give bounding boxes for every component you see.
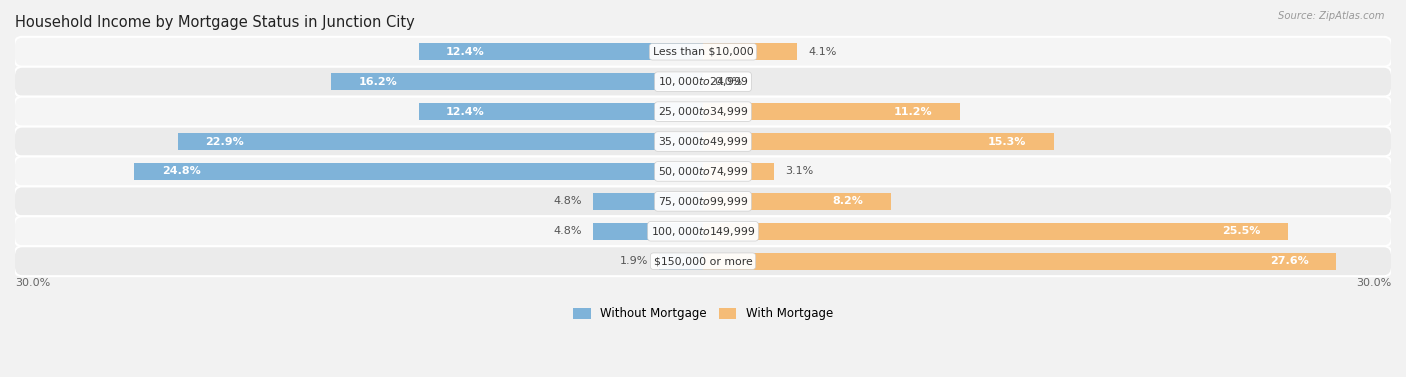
Text: 11.2%: 11.2% <box>894 107 932 116</box>
Text: Household Income by Mortgage Status in Junction City: Household Income by Mortgage Status in J… <box>15 15 415 30</box>
Bar <box>177 133 703 150</box>
FancyBboxPatch shape <box>14 186 1392 216</box>
Bar <box>703 222 1288 240</box>
Text: $25,000 to $34,999: $25,000 to $34,999 <box>658 105 748 118</box>
Text: $35,000 to $49,999: $35,000 to $49,999 <box>658 135 748 148</box>
Text: 15.3%: 15.3% <box>988 136 1026 147</box>
Text: $50,000 to $74,999: $50,000 to $74,999 <box>658 165 748 178</box>
Bar <box>659 253 703 270</box>
Text: 25.5%: 25.5% <box>1222 226 1260 236</box>
Text: 22.9%: 22.9% <box>205 136 245 147</box>
Text: 16.2%: 16.2% <box>359 77 398 87</box>
FancyBboxPatch shape <box>14 246 1392 276</box>
Text: 30.0%: 30.0% <box>1355 277 1391 288</box>
Bar <box>703 193 891 210</box>
Bar <box>332 73 703 90</box>
Text: 30.0%: 30.0% <box>15 277 51 288</box>
Text: 1.9%: 1.9% <box>620 256 648 266</box>
FancyBboxPatch shape <box>14 67 1392 97</box>
Text: 12.4%: 12.4% <box>446 47 485 57</box>
Legend: Without Mortgage, With Mortgage: Without Mortgage, With Mortgage <box>568 303 838 325</box>
Bar <box>419 103 703 120</box>
Bar <box>703 133 1054 150</box>
Text: $75,000 to $99,999: $75,000 to $99,999 <box>658 195 748 208</box>
Bar <box>703 163 775 180</box>
Bar <box>593 193 703 210</box>
Bar <box>703 43 797 60</box>
Text: 12.4%: 12.4% <box>446 107 485 116</box>
Text: 4.1%: 4.1% <box>808 47 837 57</box>
Text: 4.8%: 4.8% <box>553 196 582 206</box>
Bar <box>593 222 703 240</box>
Text: $150,000 or more: $150,000 or more <box>654 256 752 266</box>
Text: 8.2%: 8.2% <box>832 196 863 206</box>
Bar <box>703 103 960 120</box>
FancyBboxPatch shape <box>14 37 1392 67</box>
FancyBboxPatch shape <box>14 97 1392 127</box>
Text: 4.8%: 4.8% <box>553 226 582 236</box>
FancyBboxPatch shape <box>14 216 1392 246</box>
Text: $10,000 to $24,999: $10,000 to $24,999 <box>658 75 748 88</box>
Bar <box>419 43 703 60</box>
Text: 0.0%: 0.0% <box>714 77 742 87</box>
Text: Source: ZipAtlas.com: Source: ZipAtlas.com <box>1278 11 1385 21</box>
FancyBboxPatch shape <box>14 127 1392 156</box>
Bar <box>134 163 703 180</box>
Text: $100,000 to $149,999: $100,000 to $149,999 <box>651 225 755 238</box>
Bar <box>703 253 1336 270</box>
Text: Less than $10,000: Less than $10,000 <box>652 47 754 57</box>
Text: 27.6%: 27.6% <box>1270 256 1309 266</box>
Text: 3.1%: 3.1% <box>786 167 814 176</box>
Text: 24.8%: 24.8% <box>162 167 201 176</box>
FancyBboxPatch shape <box>14 156 1392 186</box>
